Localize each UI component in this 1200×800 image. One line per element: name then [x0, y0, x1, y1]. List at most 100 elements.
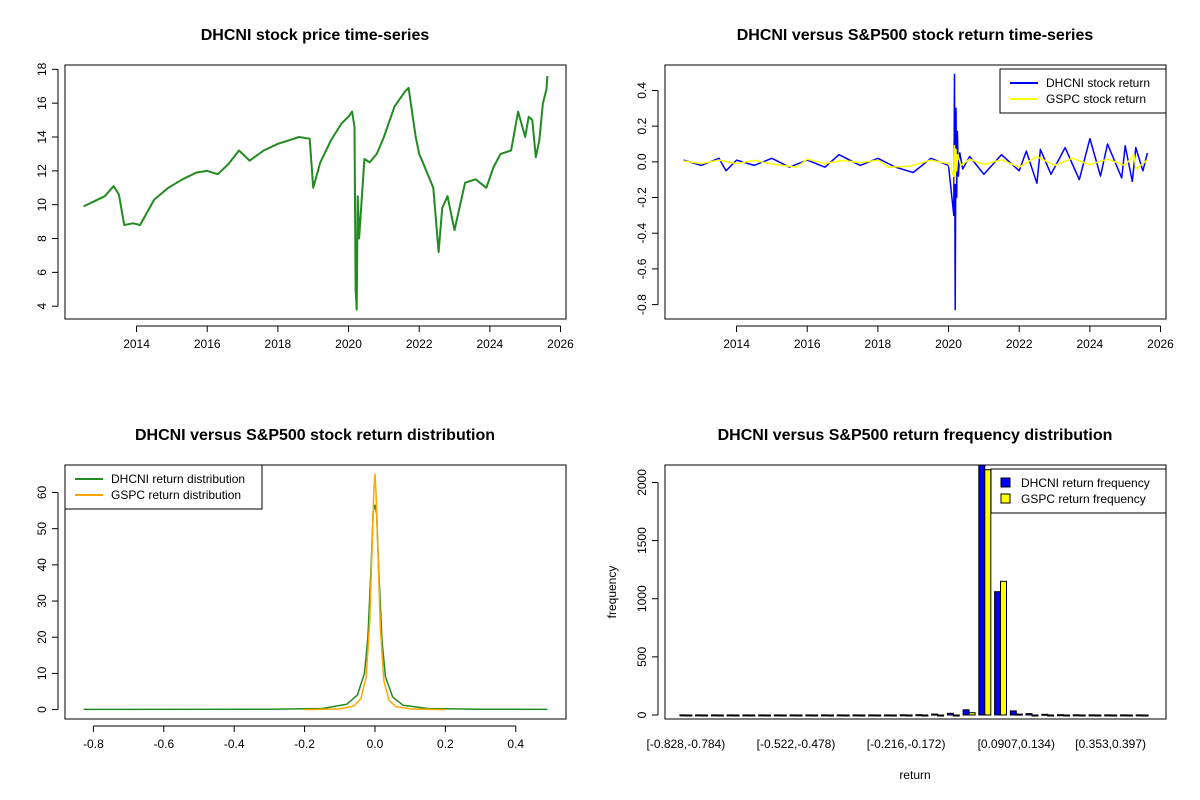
dhcni-frequency-bar [883, 714, 891, 717]
returns-legend-label: GSPC stock return [1046, 92, 1146, 106]
dhcni-frequency-bar [805, 714, 813, 717]
gspc-frequency-bar [1110, 714, 1118, 717]
hist-x-tick-label: [-0.216,-0.172) [867, 737, 946, 751]
histogram-ylabel: frequency [605, 566, 619, 619]
price-y-tick-label: 4 [35, 303, 49, 310]
gspc-frequency-bar [1078, 714, 1086, 717]
gspc-frequency-bar [1125, 714, 1133, 717]
dhcni-frequency-bar [994, 591, 1002, 716]
gspc-frequency-bar [764, 714, 771, 717]
density-x-tick-label: -0.2 [294, 737, 315, 751]
price-y-tick-label: 8 [35, 235, 49, 242]
dhcni-frequency-bar [978, 464, 986, 716]
gspc-frequency-bar [889, 714, 897, 717]
histogram-plot-frame [664, 464, 1167, 720]
gspc-frequency-bar [748, 714, 756, 717]
price-y-tick-label: 6 [35, 269, 49, 276]
returns-y-tick-label: 0.2 [635, 117, 649, 134]
dhcni-frequency-bar [758, 714, 766, 717]
price-plot-frame [64, 64, 567, 320]
hist-legend-swatch [1000, 493, 1011, 504]
returns-x-tick-label: 2020 [935, 337, 962, 351]
density-x-tick-label: -0.6 [153, 737, 174, 751]
dhcni-frequency-bar [695, 714, 703, 717]
price-x-tick-label: 2026 [547, 337, 574, 351]
gspc-frequency-bar [1141, 714, 1149, 717]
hist-x-tick-label: [0.353,0.397) [1075, 737, 1146, 751]
price-chart-layer: 2014 2016 2018 2020 2022 2024 2026 4 6 8 10 12 14 16 1… [35, 62, 574, 351]
density-y-tick-label: 40 [35, 558, 49, 572]
gspc-frequency-bar [827, 714, 834, 717]
dhcni-frequency-bar [726, 714, 734, 717]
dhcni-frequency-bar [931, 713, 939, 716]
returns-x-tick-label: 2022 [1006, 337, 1033, 351]
returns-legend-box [999, 68, 1167, 114]
dhcni-frequency-bar [710, 714, 718, 717]
gspc-frequency-bar [1047, 714, 1055, 717]
dhcni-frequency-bar [1104, 714, 1112, 717]
price-x-tick-label: 2016 [194, 337, 221, 351]
gspc-frequency-bar [1094, 714, 1102, 717]
gspc-frequency-bar [811, 714, 819, 717]
gspc-frequency-bar [716, 714, 724, 717]
hist-y-tick-label: 1000 [635, 585, 649, 612]
dhcni-frequency-bar [1135, 714, 1143, 717]
returns-chart-layer: 2014 2016 2018 2020 2022 2024 2026 0.4 0.2 0.0 -0.… [635, 68, 1174, 351]
hist-legend-swatch [1000, 477, 1011, 488]
dhcni-frequency-bar [1119, 714, 1127, 717]
dhcni-frequency-bar [1009, 710, 1017, 716]
price-x-tick-label: 2022 [406, 337, 433, 351]
density-y-tick-label: 20 [35, 630, 49, 644]
price-x-tick-label: 2024 [477, 337, 504, 351]
density-legend-box [64, 464, 263, 510]
gspc-frequency-bar [795, 714, 803, 717]
hist-legend-label: DHCNI return frequency [1021, 476, 1150, 490]
returns-x-tick-label: 2024 [1077, 337, 1104, 351]
price-x-tick-label: 2020 [335, 337, 362, 351]
hist-legend-box [990, 468, 1167, 514]
hist-y-tick-label: 500 [635, 647, 649, 667]
gspc-return-line [683, 145, 1148, 185]
returns-x-tick-label: 2018 [865, 337, 892, 351]
gspc-frequency-bar [685, 714, 693, 717]
density-y-tick-label: 0 [35, 706, 49, 713]
gspc-frequency-bar [1031, 714, 1039, 717]
dhcni-return-line [683, 73, 1149, 311]
density-y-tick-label: 30 [35, 594, 49, 608]
density-y-tick-label: 50 [35, 522, 49, 536]
hist-x-tick-label: [-0.522,-0.478) [757, 737, 836, 751]
gspc-frequency-bar [732, 714, 740, 717]
density-plot-frame [64, 464, 567, 720]
dhcni-frequency-bar [679, 714, 687, 717]
histogram-chart-title: DHCNI versus S&P500 return frequency dis… [718, 427, 1113, 444]
returns-x-tick-label: 2026 [1147, 337, 1174, 351]
gspc-frequency-bar [937, 714, 945, 717]
gspc-frequency-bar [905, 714, 913, 717]
dhcni-density-line [83, 504, 548, 711]
returns-chart-title: DHCNI versus S&P500 stock return time-se… [737, 27, 1094, 44]
dhcni-frequency-bar [773, 714, 781, 717]
returns-x-tick-label: 2014 [723, 337, 750, 351]
dhcni-frequency-bar [915, 714, 923, 717]
dhcni-frequency-bar [1041, 713, 1049, 716]
dhcni-frequency-bar [1072, 714, 1080, 717]
gspc-density-line [304, 473, 446, 711]
dhcni-frequency-bar [789, 714, 797, 717]
gspc-frequency-bar [921, 714, 929, 717]
density-chart-layer: -0.8 -0.6 -0.4 -0.2 0.0 0.2 0.4 0 10 20 30 40 50 60 DH… [35, 464, 548, 751]
returns-y-tick-label: 0.0 [635, 153, 649, 170]
price-x-tick-label: 2018 [265, 337, 292, 351]
density-x-tick-label: 0.0 [367, 737, 384, 751]
density-y-tick-label: 60 [35, 486, 49, 500]
histogram-xlabel: return [899, 768, 930, 782]
dhcni-frequency-bar [1025, 713, 1033, 716]
hist-y-tick-label: 0 [635, 711, 649, 718]
returns-y-tick-label: -0.8 [635, 294, 649, 315]
hist-legend-label: GSPC return frequency [1021, 492, 1146, 506]
price-chart-title: DHCNI stock price time-series [201, 27, 430, 44]
dhcni-frequency-bar [868, 714, 876, 717]
returns-y-tick-label: -0.6 [635, 258, 649, 279]
gspc-frequency-bar [1000, 580, 1007, 716]
gspc-frequency-bar [952, 714, 960, 717]
dhcni-frequency-bar [821, 714, 828, 717]
